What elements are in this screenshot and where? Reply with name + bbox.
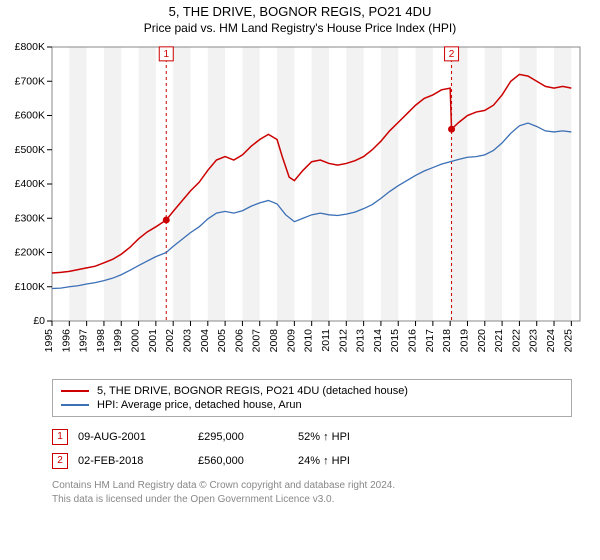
- svg-text:2008: 2008: [268, 329, 280, 353]
- svg-text:2011: 2011: [320, 329, 332, 352]
- svg-text:2001: 2001: [147, 329, 159, 353]
- svg-text:2009: 2009: [285, 329, 297, 353]
- svg-text:1996: 1996: [60, 329, 72, 353]
- marker-date: 02-FEB-2018: [78, 455, 188, 467]
- svg-text:2025: 2025: [562, 329, 574, 353]
- marker-date: 09-AUG-2001: [78, 431, 188, 443]
- legend-label: 5, THE DRIVE, BOGNOR REGIS, PO21 4DU (de…: [97, 385, 408, 397]
- svg-text:£800K: £800K: [15, 41, 45, 53]
- page-subtitle: Price paid vs. HM Land Registry's House …: [6, 21, 594, 35]
- marker-row: 1 09-AUG-2001 £295,000 52% ↑ HPI: [52, 425, 572, 449]
- svg-text:2012: 2012: [337, 329, 349, 353]
- svg-text:1998: 1998: [95, 329, 107, 353]
- marker-price: £295,000: [198, 431, 288, 443]
- data-attribution: Contains HM Land Registry data © Crown c…: [52, 479, 572, 506]
- legend-label: HPI: Average price, detached house, Arun: [97, 399, 302, 411]
- legend-swatch: [61, 390, 89, 392]
- svg-text:£500K: £500K: [15, 144, 45, 156]
- footer-line-1: Contains HM Land Registry data © Crown c…: [52, 479, 572, 493]
- svg-text:1997: 1997: [78, 329, 90, 353]
- svg-text:1995: 1995: [43, 329, 55, 353]
- svg-text:2022: 2022: [510, 329, 522, 353]
- svg-text:2021: 2021: [493, 329, 505, 353]
- svg-text:2019: 2019: [458, 329, 470, 353]
- svg-text:2023: 2023: [528, 329, 540, 353]
- marker-badge: 2: [52, 453, 68, 469]
- svg-text:2013: 2013: [355, 329, 367, 353]
- svg-text:2005: 2005: [216, 329, 228, 353]
- legend-swatch: [61, 404, 89, 406]
- legend-item: HPI: Average price, detached house, Arun: [61, 398, 563, 412]
- svg-text:£0: £0: [33, 315, 45, 327]
- svg-text:2020: 2020: [476, 329, 488, 353]
- svg-text:2006: 2006: [233, 329, 245, 353]
- svg-text:£700K: £700K: [15, 75, 45, 87]
- svg-text:2: 2: [449, 49, 455, 60]
- svg-text:2002: 2002: [164, 329, 176, 353]
- marker-row: 2 02-FEB-2018 £560,000 24% ↑ HPI: [52, 449, 572, 473]
- svg-text:2010: 2010: [303, 329, 315, 353]
- svg-text:£200K: £200K: [15, 247, 45, 259]
- marker-info-table: 1 09-AUG-2001 £295,000 52% ↑ HPI 2 02-FEB-201…: [52, 425, 572, 473]
- marker-pct: 24% ↑ HPI: [298, 455, 408, 467]
- svg-text:1999: 1999: [112, 329, 124, 353]
- svg-text:2014: 2014: [372, 329, 384, 353]
- svg-text:£300K: £300K: [15, 212, 45, 224]
- legend-item: 5, THE DRIVE, BOGNOR REGIS, PO21 4DU (de…: [61, 384, 563, 398]
- svg-text:2004: 2004: [199, 329, 211, 353]
- price-chart: 1995 1996 1997 1998 1999 2000 2001 2002 2003 2004…: [6, 41, 594, 371]
- marker-badge: 1: [52, 429, 68, 445]
- svg-text:2018: 2018: [441, 329, 453, 353]
- footer-line-2: This data is licensed under the Open Gov…: [52, 493, 572, 507]
- marker-pct: 52% ↑ HPI: [298, 431, 408, 443]
- marker-price: £560,000: [198, 455, 288, 467]
- svg-text:2000: 2000: [130, 329, 142, 353]
- page-title: 5, THE DRIVE, BOGNOR REGIS, PO21 4DU: [6, 4, 594, 19]
- svg-text:2007: 2007: [251, 329, 263, 353]
- svg-text:£600K: £600K: [15, 110, 45, 122]
- chart-svg: 1995 1996 1997 1998 1999 2000 2001 2002 2003 2004…: [6, 41, 594, 371]
- svg-text:£400K: £400K: [15, 178, 45, 190]
- svg-text:2003: 2003: [181, 329, 193, 353]
- chart-legend: 5, THE DRIVE, BOGNOR REGIS, PO21 4DU (de…: [52, 379, 572, 417]
- svg-text:1: 1: [163, 49, 169, 60]
- svg-text:2016: 2016: [407, 329, 419, 353]
- svg-text:£100K: £100K: [15, 281, 45, 293]
- svg-text:2015: 2015: [389, 329, 401, 353]
- svg-text:2024: 2024: [545, 329, 557, 353]
- svg-text:2017: 2017: [424, 329, 436, 353]
